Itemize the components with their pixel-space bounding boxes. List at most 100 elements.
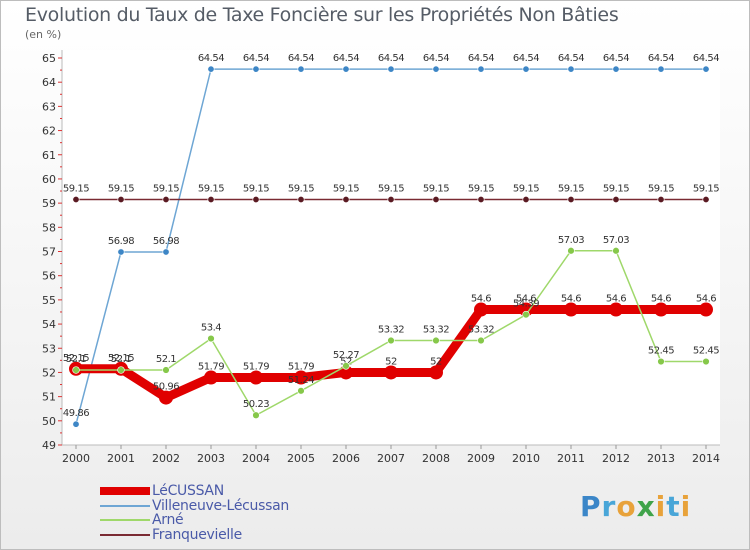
y-tick-label: 57: [42, 246, 56, 259]
data-point-franquevielle: [522, 195, 530, 203]
data-label-lecussan: 54.6: [561, 294, 581, 305]
data-label-arne: 52.1: [66, 354, 86, 365]
x-tick-label: 2005: [287, 452, 315, 465]
data-point-arne: [387, 336, 395, 345]
data-label-villeneuve-lecussan: 64.54: [378, 53, 404, 64]
data-label-villeneuve-lecussan: 64.54: [333, 53, 359, 64]
legend-swatch: [100, 533, 150, 536]
data-point-lecussan: [294, 370, 308, 385]
data-point-arne: [252, 411, 260, 419]
data-point-arne: [207, 334, 215, 343]
data-label-lecussan: 51.79: [288, 362, 314, 373]
legend-label: Villeneuve-Lécussan: [152, 497, 289, 514]
data-point-arne: [522, 310, 530, 319]
data-point-franquevielle: [297, 195, 305, 203]
data-point-lecussan: [474, 302, 488, 317]
data-label-lecussan: 54.6: [696, 294, 716, 305]
data-label-arne: 57.03: [558, 235, 584, 246]
x-tick-label: 2008: [422, 452, 450, 465]
y-tick-label: 53: [42, 342, 56, 355]
data-point-lecussan: [429, 365, 443, 380]
x-tick-label: 2002: [152, 452, 180, 465]
y-tick-label: 50: [42, 415, 56, 428]
data-point-villeneuve-lecussan: [477, 65, 485, 73]
data-point-villeneuve-lecussan: [567, 65, 575, 73]
data-point-villeneuve-lecussan: [162, 248, 170, 256]
data-label-lecussan: 50.96: [153, 382, 179, 393]
data-point-villeneuve-lecussan: [657, 65, 665, 73]
y-tick-label: 62: [42, 125, 56, 138]
legend-swatch: [100, 504, 150, 507]
data-point-arne: [297, 387, 305, 395]
data-label-lecussan: 54.6: [471, 294, 491, 305]
data-label-lecussan: 52: [430, 356, 442, 367]
data-point-lecussan: [654, 302, 668, 317]
data-label-lecussan: 54.6: [651, 294, 671, 305]
data-point-lecussan: [249, 370, 263, 385]
data-point-arne: [432, 336, 440, 345]
data-point-franquevielle: [567, 195, 575, 203]
data-label-arne: 53.32: [423, 325, 449, 336]
data-point-franquevielle: [477, 195, 485, 203]
data-label-franquevielle: 59.15: [63, 183, 89, 194]
data-point-franquevielle: [207, 195, 215, 203]
data-point-arne: [477, 336, 485, 345]
data-label-lecussan: 52: [340, 356, 352, 367]
y-tick-label: 49: [42, 439, 56, 452]
data-label-lecussan: 52: [385, 356, 397, 367]
data-label-villeneuve-lecussan: 49.86: [63, 408, 89, 419]
data-label-villeneuve-lecussan: 64.54: [558, 53, 584, 64]
x-tick-label: 2000: [62, 452, 90, 465]
data-point-arne: [162, 366, 170, 374]
data-label-arne: 52.1: [111, 354, 131, 365]
data-point-lecussan: [699, 302, 713, 317]
data-point-lecussan: [519, 302, 533, 317]
data-label-villeneuve-lecussan: 56.98: [108, 236, 134, 247]
data-label-arne: 53.32: [468, 325, 494, 336]
data-point-lecussan: [159, 390, 173, 405]
data-label-franquevielle: 59.15: [513, 183, 539, 194]
data-label-arne: 51.24: [288, 375, 314, 386]
data-point-franquevielle: [432, 195, 440, 203]
data-label-franquevielle: 59.15: [108, 183, 134, 194]
data-label-villeneuve-lecussan: 64.54: [468, 53, 494, 64]
data-point-franquevielle: [657, 195, 665, 203]
data-label-franquevielle: 59.15: [603, 183, 629, 194]
y-tick-label: 56: [42, 270, 56, 283]
x-tick-label: 2003: [197, 452, 225, 465]
x-tick-label: 2011: [557, 452, 585, 465]
y-tick-label: 61: [42, 149, 56, 162]
data-label-franquevielle: 59.15: [558, 183, 584, 194]
x-tick-label: 2012: [602, 452, 630, 465]
data-label-franquevielle: 59.15: [423, 183, 449, 194]
data-label-arne: 53.4: [201, 323, 221, 334]
data-label-villeneuve-lecussan: 64.54: [243, 53, 269, 64]
data-label-lecussan: 54.6: [606, 294, 626, 305]
data-point-franquevielle: [72, 195, 80, 203]
data-point-arne: [72, 366, 80, 374]
data-point-villeneuve-lecussan: [117, 248, 125, 256]
data-label-franquevielle: 59.15: [468, 183, 494, 194]
proxiti-logo: Proxiti: [580, 490, 692, 523]
data-label-lecussan: 51.79: [198, 362, 224, 373]
data-point-arne: [342, 362, 350, 370]
data-label-lecussan: 51.79: [243, 362, 269, 373]
y-axis-unit: (en %): [25, 28, 62, 41]
data-label-villeneuve-lecussan: 64.54: [693, 53, 719, 64]
x-tick-label: 2004: [242, 452, 270, 465]
data-point-villeneuve-lecussan: [72, 420, 80, 428]
data-label-villeneuve-lecussan: 64.54: [513, 53, 539, 64]
legend-swatch: [100, 519, 150, 521]
legend-swatch: [100, 487, 150, 495]
data-point-villeneuve-lecussan: [432, 65, 440, 73]
data-point-villeneuve-lecussan: [522, 65, 530, 73]
data-point-lecussan: [384, 365, 398, 380]
data-label-villeneuve-lecussan: 64.54: [648, 53, 674, 64]
y-tick-label: 59: [42, 197, 56, 210]
legend-label: LéCUSSAN: [152, 483, 224, 499]
x-tick-label: 2006: [332, 452, 360, 465]
y-tick-label: 64: [42, 76, 56, 89]
data-point-franquevielle: [342, 195, 350, 203]
data-label-lecussan: 54.6: [516, 294, 536, 305]
